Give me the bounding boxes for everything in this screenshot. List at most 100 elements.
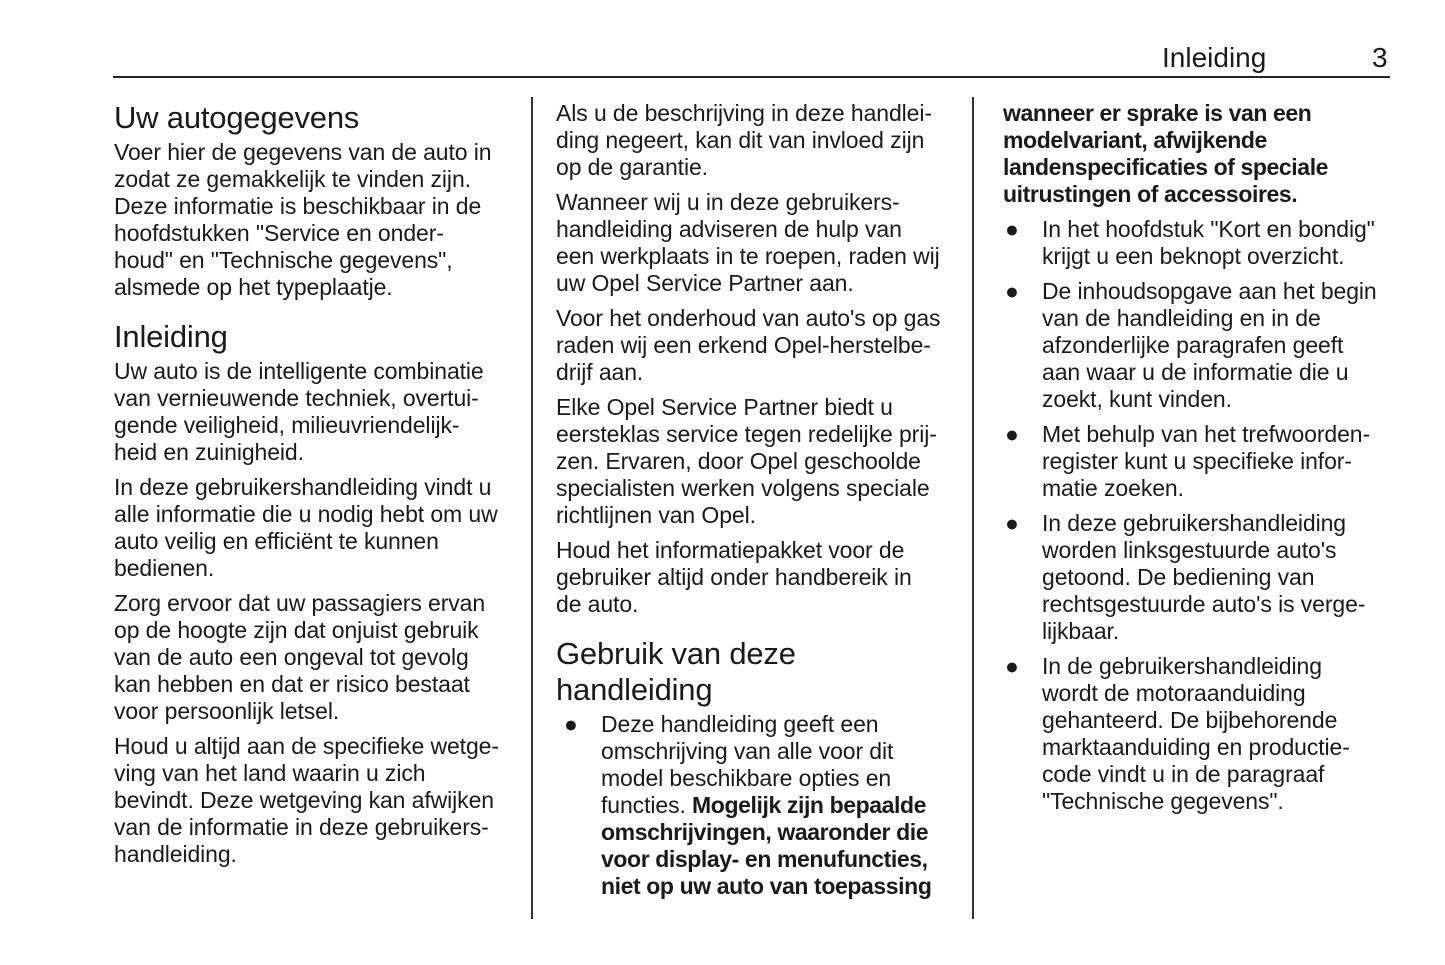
text-line: worden linksgestuurde auto's bbox=[1042, 537, 1337, 563]
text-line: gehanteerd. De bijbehorende bbox=[1042, 707, 1338, 733]
text-line: alsmede op het typeplaatje. bbox=[114, 274, 393, 300]
text-line: matie zoeken. bbox=[1042, 475, 1184, 501]
paragraph: Elke Opel Service Partner biedt u eerstek… bbox=[556, 394, 956, 529]
text-line: rechtsgestuurde auto's is verge- bbox=[1042, 591, 1366, 617]
text-line: raden wij een erkend Opel-herstelbe- bbox=[556, 332, 931, 358]
text-line: Elke Opel Service Partner biedt u bbox=[556, 394, 893, 420]
text-line: In het hoofdstuk "Kort en bondig" bbox=[1042, 216, 1375, 242]
text-line: van de handleiding en in de bbox=[1042, 305, 1321, 331]
bold-text: modelvariant, afwijkende bbox=[1003, 127, 1267, 153]
text-line: niet op uw auto van toepassing bbox=[601, 873, 956, 900]
paragraph: Voer hier de gegevens van de auto in zoda… bbox=[114, 139, 514, 301]
column-3: wanneer er sprake is van een modelvariant… bbox=[1003, 100, 1395, 823]
text-line: zen. Ervaren, door Opel geschoolde bbox=[556, 448, 921, 474]
bold-text: omschrijvingen, waaronder die bbox=[601, 819, 929, 845]
text-line: bevindt. Deze wetgeving kan afwijken bbox=[114, 787, 494, 813]
paragraph: wanneer er sprake is van een modelvariant… bbox=[1003, 100, 1395, 208]
text-line: van de informatie in deze gebruikers- bbox=[114, 814, 489, 840]
text-line: alle informatie die u nodig hebt om uw bbox=[114, 501, 498, 527]
bullet-item: ● In de gebruikershandleiding wordt de mot… bbox=[1003, 653, 1395, 815]
column-2: Als u de beschrijving in deze handlei-di… bbox=[556, 100, 956, 908]
bullet-item: ● In deze gebruikershandleiding worden lin… bbox=[1003, 510, 1395, 645]
bullet-icon: ● bbox=[1005, 510, 1019, 536]
text-line: "Technische gegevens". bbox=[1042, 788, 1284, 814]
text-line: In deze gebruikershandleiding vindt u bbox=[114, 474, 492, 500]
bold-text: niet op uw auto van toepassing bbox=[601, 873, 932, 899]
text-line: Voor het onderhoud van auto's op gas bbox=[556, 305, 941, 331]
text-line: voor display- en menufuncties, bbox=[601, 846, 956, 873]
heading-line: Gebruik van deze bbox=[556, 636, 796, 671]
text-line: wordt de motoraanduiding bbox=[1042, 680, 1306, 706]
bullet-icon: ● bbox=[1005, 216, 1019, 242]
text-line: omschrijving van alle voor dit bbox=[601, 738, 894, 764]
text-line: op de hoogte zijn dat onjuist gebruik bbox=[114, 617, 479, 643]
paragraph: In deze gebruikershandleiding vindt u all… bbox=[114, 474, 514, 582]
bullet-item: ● Deze handleiding geeft een omschrijving … bbox=[556, 711, 956, 900]
text-line: auto veilig en efficiënt te kunnen bbox=[114, 528, 439, 554]
heading-line: handleiding bbox=[556, 672, 713, 707]
bold-text: landenspecificaties of speciale bbox=[1003, 154, 1329, 180]
text-line: van de auto een ongeval tot gevolg bbox=[114, 644, 469, 670]
text-line: code vindt u in de paragraaf bbox=[1042, 761, 1325, 787]
bullet-item: ● Met behulp van het trefwoorden-register… bbox=[1003, 421, 1395, 502]
text-line: register kunt u specifieke infor- bbox=[1042, 448, 1352, 474]
text-line: modelvariant, afwijkende bbox=[1003, 127, 1395, 154]
bullet-item: ● De inhoudsopgave aan het begin van de ha… bbox=[1003, 278, 1395, 413]
text-line: Deze informatie is beschikbaar in de bbox=[114, 193, 482, 219]
column-divider bbox=[972, 97, 974, 919]
text-line: Met behulp van het trefwoorden- bbox=[1042, 421, 1371, 447]
column-1: Uw autogegevens Voer hier de gegevens van… bbox=[114, 100, 514, 876]
section-heading: Gebruik van deze handleiding bbox=[556, 636, 956, 708]
text-line: functies. Mogelijk zijn bepaalde bbox=[601, 792, 956, 819]
text-line: aan waar u de informatie die u bbox=[1042, 359, 1349, 385]
page-number: 3 bbox=[1372, 42, 1388, 73]
section-heading: Inleiding bbox=[114, 319, 228, 354]
text-line: bedienen. bbox=[114, 555, 215, 581]
text-line: ding negeert, kan dit van invloed zijn bbox=[556, 127, 925, 153]
text-line: De inhoudsopgave aan het begin bbox=[1042, 278, 1377, 304]
text-line: specialisten werken volgens speciale bbox=[556, 475, 930, 501]
text-line: Wanneer wij u in deze gebruikers- bbox=[556, 189, 900, 215]
text-line: gende veiligheid, milieuvriendelijk- bbox=[114, 412, 460, 438]
column-divider bbox=[531, 97, 533, 919]
text-line: Houd het informatiepakket voor de bbox=[556, 537, 905, 563]
paragraph: Als u de beschrijving in deze handlei-di… bbox=[556, 100, 956, 181]
bold-text: voor display- en menufuncties, bbox=[601, 846, 928, 872]
text-line: een werkplaats in te roepen, raden wij bbox=[556, 243, 940, 269]
text-line: omschrijvingen, waaronder die bbox=[601, 819, 956, 846]
bullet-item: ● In het hoofdstuk "Kort en bondig" krijgt… bbox=[1003, 216, 1395, 270]
text-line: eersteklas service tegen redelijke prij- bbox=[556, 421, 937, 447]
text-line: Uw auto is de intelligente combinatie bbox=[114, 358, 484, 384]
text-line: krijgt u een beknopt overzicht. bbox=[1042, 243, 1345, 269]
paragraph: Uw auto is de intelligente combinatie van… bbox=[114, 358, 514, 466]
running-header-section: Inleiding bbox=[1162, 42, 1267, 73]
text-line: In de gebruikershandleiding bbox=[1042, 653, 1322, 679]
text-line: model beschikbare opties en bbox=[601, 765, 892, 791]
text-line: marktaanduiding en productie- bbox=[1042, 734, 1350, 760]
text-line: de auto. bbox=[556, 591, 639, 617]
text-line: drijf aan. bbox=[556, 359, 644, 385]
text-line: van vernieuwende techniek, overtui- bbox=[114, 385, 479, 411]
paragraph: Voor het onderhoud van auto's op gas rade… bbox=[556, 305, 956, 386]
bold-text: Mogelijk zijn bepaalde bbox=[692, 792, 927, 818]
text-line: op de garantie. bbox=[556, 154, 708, 180]
bullet-icon: ● bbox=[1005, 421, 1019, 447]
paragraph: Houd u altijd aan de specifieke wetge-vi… bbox=[114, 733, 514, 868]
text-line: handleiding adviseren de hulp van bbox=[556, 216, 902, 242]
text-line: uw Opel Service Partner aan. bbox=[556, 270, 854, 296]
bold-text: uitrustingen of accessoires. bbox=[1003, 181, 1298, 207]
bold-text: wanneer er sprake is van een bbox=[1003, 100, 1312, 126]
text-line: In deze gebruikershandleiding bbox=[1042, 510, 1346, 536]
text-line: richtlijnen van Opel. bbox=[556, 502, 756, 528]
text-line: houd" en "Technische gegevens", bbox=[114, 247, 453, 273]
text-line: uitrustingen of accessoires. bbox=[1003, 181, 1395, 208]
paragraph: Wanneer wij u in deze gebruikers-handlei… bbox=[556, 189, 956, 297]
section-heading: Uw autogegevens bbox=[114, 100, 360, 135]
paragraph: Houd het informatiepakket voor de gebruik… bbox=[556, 537, 956, 618]
text-line: afzonderlijke paragrafen geeft bbox=[1042, 332, 1344, 358]
text-line: landenspecificaties of speciale bbox=[1003, 154, 1395, 181]
text-line: hoofdstukken "Service en onder- bbox=[114, 220, 444, 246]
text-line: zoekt, kunt vinden. bbox=[1042, 386, 1232, 412]
bullet-icon: ● bbox=[1005, 653, 1019, 679]
text-line: gebruiker altijd onder handbereik in bbox=[556, 564, 912, 590]
